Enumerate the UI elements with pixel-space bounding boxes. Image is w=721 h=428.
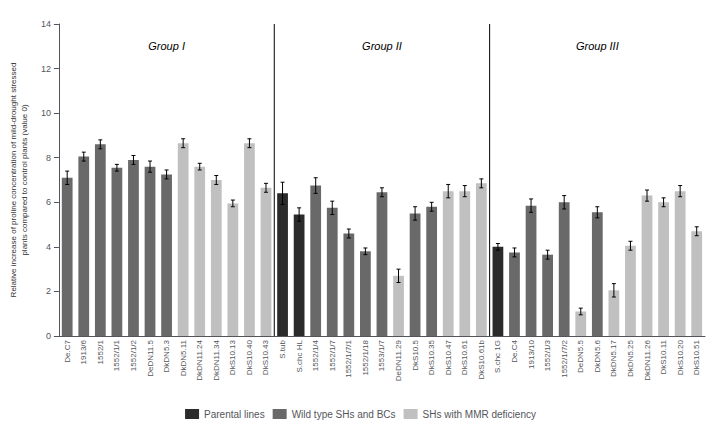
svg-text:DkS10.5: DkS10.5 bbox=[411, 339, 420, 370]
svg-text:DkDN5.6: DkDN5.6 bbox=[593, 339, 602, 372]
svg-text:1552/1/18: 1552/1/18 bbox=[361, 339, 370, 375]
svg-text:DkS10.13: DkS10.13 bbox=[228, 339, 237, 375]
svg-text:1552/1/4: 1552/1/4 bbox=[311, 339, 320, 371]
svg-text:DkS10.35: DkS10.35 bbox=[427, 339, 436, 375]
svg-text:S.chc 1G: S.chc 1G bbox=[493, 340, 502, 373]
svg-text:1552/1: 1552/1 bbox=[96, 339, 105, 364]
svg-text:DkDN11.24: DkDN11.24 bbox=[195, 339, 204, 380]
svg-text:1913/10: 1913/10 bbox=[527, 339, 536, 368]
svg-text:De.C4: De.C4 bbox=[510, 339, 519, 362]
svg-text:DeDN11.29: DeDN11.29 bbox=[394, 339, 403, 381]
svg-text:Wild type SHs and BCs: Wild type SHs and BCs bbox=[292, 409, 396, 420]
svg-text:DeDN11.5: DeDN11.5 bbox=[146, 339, 155, 376]
svg-text:DeDN5.5: DeDN5.5 bbox=[576, 339, 585, 372]
svg-text:10: 10 bbox=[41, 108, 51, 118]
svg-text:1552/1/7: 1552/1/7 bbox=[328, 339, 337, 371]
svg-text:14: 14 bbox=[41, 19, 51, 29]
svg-text:1553/1/7: 1553/1/7 bbox=[377, 339, 386, 371]
svg-text:DkS10.20: DkS10.20 bbox=[676, 339, 685, 375]
svg-text:DkS10.40: DkS10.40 bbox=[245, 339, 254, 375]
svg-text:DkS10.43: DkS10.43 bbox=[261, 339, 270, 375]
svg-text:DkS10.11: DkS10.11 bbox=[659, 339, 668, 374]
svg-text:Group II: Group II bbox=[362, 40, 402, 52]
svg-text:1552/1/1: 1552/1/1 bbox=[112, 339, 121, 371]
svg-text:De.C7: De.C7 bbox=[63, 339, 72, 362]
svg-text:Group I: Group I bbox=[148, 40, 185, 52]
svg-text:S.chc HL: S.chc HL bbox=[295, 339, 304, 372]
svg-text:plants compared to control pla: plants compared to control plants (value… bbox=[20, 104, 29, 256]
svg-text:4: 4 bbox=[46, 242, 51, 252]
svg-text:6: 6 bbox=[46, 197, 51, 207]
svg-text:1552/1/2: 1552/1/2 bbox=[129, 339, 138, 371]
svg-text:8: 8 bbox=[46, 153, 51, 163]
svg-text:DkDN11.34: DkDN11.34 bbox=[212, 339, 221, 380]
svg-text:S.tub: S.tub bbox=[278, 339, 287, 358]
svg-text:DkDN5.11: DkDN5.11 bbox=[179, 339, 188, 376]
svg-text:DkS10.61b: DkS10.61b bbox=[477, 339, 486, 379]
svg-text:DkDN11.26: DkDN11.26 bbox=[643, 339, 652, 380]
svg-text:1552/1/3: 1552/1/3 bbox=[543, 339, 552, 371]
svg-text:DkDN5.3: DkDN5.3 bbox=[162, 339, 171, 372]
svg-text:DkS10.51: DkS10.51 bbox=[692, 339, 701, 375]
svg-text:1552/1/7/1: 1552/1/7/1 bbox=[344, 339, 353, 377]
svg-text:12: 12 bbox=[41, 64, 51, 74]
svg-text:DkDN5.25: DkDN5.25 bbox=[626, 339, 635, 376]
svg-text:2: 2 bbox=[46, 286, 51, 296]
svg-text:SHs with MMR deficiency: SHs with MMR deficiency bbox=[423, 409, 536, 420]
svg-text:Group III: Group III bbox=[576, 40, 619, 52]
svg-text:1913/6: 1913/6 bbox=[79, 339, 88, 364]
svg-text:1552/1/7/2: 1552/1/7/2 bbox=[560, 339, 569, 377]
svg-text:DkS10.61: DkS10.61 bbox=[460, 339, 469, 375]
svg-text:DkDN5.17: DkDN5.17 bbox=[609, 339, 618, 376]
svg-text:0: 0 bbox=[46, 331, 51, 341]
svg-text:Parental lines: Parental lines bbox=[204, 409, 265, 420]
svg-text:Relative increase of proline c: Relative increase of proline concentrati… bbox=[9, 63, 18, 298]
svg-text:DkS10.47: DkS10.47 bbox=[444, 339, 453, 375]
